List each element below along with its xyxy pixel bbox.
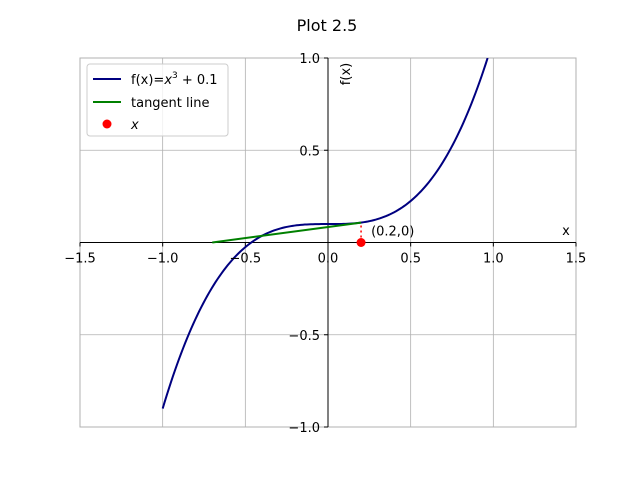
x-tick-label-0: −1.5: [64, 252, 96, 267]
x-tick-label-5: 1.0: [483, 252, 504, 267]
legend-box: [86, 63, 229, 137]
legend-label-point: x: [130, 118, 139, 133]
x-tick-label-1: −1.0: [147, 252, 179, 267]
y-tick-label-2: 0.5: [299, 144, 320, 159]
point-marker: [356, 238, 366, 247]
tick-labels: −1.5 −1.0 −0.5 0.0 0.5 1.0 1.5 −1.0 −0.5 0.5 1.0: [64, 52, 586, 436]
point-annotation: (0.2,0): [371, 225, 414, 240]
chart-title: Plot 2.5: [297, 16, 358, 35]
x-tick-label-3: 0.0: [318, 252, 339, 267]
axes: [79, 57, 577, 428]
legend-label-tangent: tangent line: [131, 96, 209, 111]
legend: f(x)=x3 + 0.1 tangent line x: [86, 63, 229, 137]
x-tick-label-4: 0.5: [400, 252, 421, 267]
series-line-fx: [161, 58, 489, 409]
x-tick-label-6: 1.5: [566, 252, 587, 267]
y-tick-label-0: −1.0: [288, 421, 320, 436]
y-tick-label-3: 1.0: [299, 52, 320, 67]
y-tick-label-1: −0.5: [288, 329, 320, 344]
annotation-layer: (0.2,0): [356, 222, 414, 247]
legend-swatch-point: [102, 119, 112, 129]
x-tick-label-2: −0.5: [230, 252, 262, 267]
legend-label-f: f(x)=x3 + 0.1: [131, 71, 218, 88]
x-axis-label: x: [562, 224, 570, 239]
series-layer: [161, 58, 489, 409]
series-line-tangent: [212, 221, 362, 244]
y-axis-label: f(x): [339, 63, 354, 85]
